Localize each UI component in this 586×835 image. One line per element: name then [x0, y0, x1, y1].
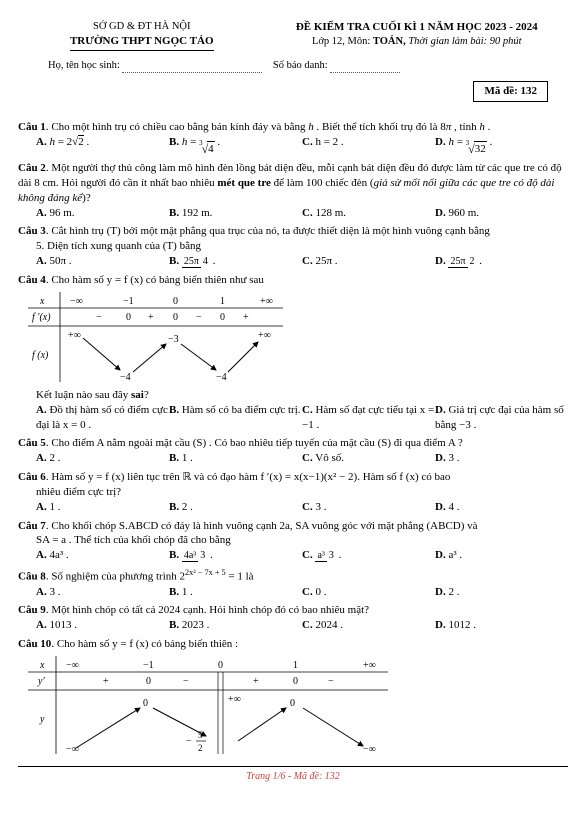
- svg-text:5: 5: [198, 730, 203, 740]
- question-1: Câu 1. Cho một hình trụ có chiều cao bằn…: [18, 120, 568, 157]
- variation-svg-2: x −∞ −1 0 1 +∞ y′ + 0 − + 0 − y 0 0 +∞ −…: [28, 656, 398, 756]
- svg-text:y: y: [39, 714, 45, 725]
- q3-sub: 5. Diện tích xung quanh của (T) bằng: [18, 239, 568, 254]
- question-5: Câu 5. Cho điểm A nằm ngoài mặt cầu (S) …: [18, 436, 568, 466]
- svg-text:−: −: [96, 312, 102, 323]
- student-line: Họ, tên học sinh: Số báo danh:: [18, 59, 568, 73]
- svg-text:−∞: −∞: [66, 660, 79, 671]
- header-left: SỞ GD & ĐT HÀ NỘI TRƯỜNG THPT NGỌC TẢO: [18, 20, 266, 51]
- svg-text:−: −: [328, 676, 334, 687]
- svg-text:0: 0: [173, 312, 178, 323]
- svg-text:f (x): f (x): [32, 350, 49, 361]
- question-2: Câu 2. Một người thợ thủ công làm mô hìn…: [18, 161, 568, 220]
- code-row: Mã đề: 132: [18, 81, 568, 102]
- q4-choices-row1: A. Đồ thị hàm số có điểm cực đại là x = …: [18, 403, 568, 433]
- svg-text:y′: y′: [37, 676, 45, 687]
- svg-text:+∞: +∞: [363, 660, 376, 671]
- document-header: SỞ GD & ĐT HÀ NỘI TRƯỜNG THPT NGỌC TẢO Đ…: [18, 20, 568, 51]
- svg-text:0: 0: [290, 698, 295, 709]
- svg-text:−∞: −∞: [66, 744, 79, 755]
- q2-choices: A. 96 m. B. 192 m. C. 128 m. D. 960 m.: [18, 206, 568, 221]
- question-7: Câu 7. Cho khối chóp S.ABCD có đáy là hì…: [18, 519, 568, 564]
- q8-choices: A. 3 . B. 1 . C. 0 . D. 2 .: [18, 585, 568, 600]
- q9-choices: A. 1013 . B. 2023 . C. 2024 . D. 1012 .: [18, 618, 568, 633]
- dept: SỞ GD & ĐT HÀ NỘI: [18, 20, 266, 34]
- q6-choices: A. 1 . B. 2 . C. 3 . D. 4 .: [18, 500, 568, 515]
- q10-variation-table: x −∞ −1 0 1 +∞ y′ + 0 − + 0 − y 0 0 +∞ −…: [28, 656, 568, 756]
- svg-text:0: 0: [220, 312, 225, 323]
- school: TRƯỜNG THPT NGỌC TẢO: [70, 34, 214, 51]
- svg-text:−: −: [183, 676, 189, 687]
- exam-code: Mã đề: 132: [473, 81, 548, 102]
- svg-text:0: 0: [173, 296, 178, 307]
- svg-text:−1: −1: [123, 296, 134, 307]
- svg-text:x: x: [39, 660, 45, 671]
- q4-variation-table: x −∞ −1 0 1 +∞ f ′(x) − 0 + 0 − 0 + f (x…: [28, 292, 568, 384]
- q1-choices: A. h = 2√2 . B. h = 3√4 . C. h = 2 . D. …: [18, 135, 568, 157]
- svg-text:−∞: −∞: [363, 744, 376, 755]
- svg-text:1: 1: [293, 660, 298, 671]
- svg-text:0: 0: [126, 312, 131, 323]
- question-9: Câu 9. Một hình chóp có tất cả 2024 cạnh…: [18, 603, 568, 633]
- svg-text:0: 0: [293, 676, 298, 687]
- name-field: [122, 63, 262, 73]
- svg-text:−3: −3: [168, 334, 179, 345]
- svg-text:+: +: [103, 676, 109, 687]
- page-footer: Trang 1/6 - Mã đề: 132: [18, 766, 568, 784]
- q3-choices: A. 50π . B. 25π4 . C. 25π . D. 25π2 .: [18, 254, 568, 269]
- question-3: Câu 3. Cắt hình trụ (T) bởi một mặt phẳn…: [18, 224, 568, 269]
- header-right: ĐỀ KIỂM TRA CUỐI KÌ 1 NĂM HỌC 2023 - 202…: [266, 20, 569, 51]
- svg-text:+∞: +∞: [228, 694, 241, 705]
- svg-text:0: 0: [143, 698, 148, 709]
- question-10: Câu 10. Cho hàm số y = f (x) có bảng biế…: [18, 637, 568, 756]
- variation-svg-1: x −∞ −1 0 1 +∞ f ′(x) − 0 + 0 − 0 + f (x…: [28, 292, 298, 384]
- svg-text:−: −: [186, 736, 192, 747]
- svg-text:+: +: [148, 312, 154, 323]
- q7-choices: A. 4a³ . B. 4a³3 . C. a³3 . D. a³ .: [18, 548, 568, 563]
- svg-text:+: +: [243, 312, 249, 323]
- svg-text:−∞: −∞: [70, 296, 83, 307]
- svg-text:x: x: [39, 296, 45, 307]
- svg-text:+∞: +∞: [68, 330, 81, 341]
- svg-text:−: −: [196, 312, 202, 323]
- question-8: Câu 8. Số nghiệm của phương trình 22x² −…: [18, 567, 568, 599]
- svg-text:1: 1: [220, 296, 225, 307]
- q4-prompt: Kết luận nào sau đây sai?: [18, 388, 568, 403]
- sbd-field: [330, 63, 400, 73]
- svg-text:−4: −4: [216, 372, 227, 383]
- svg-text:0: 0: [218, 660, 223, 671]
- svg-text:+: +: [253, 676, 259, 687]
- exam-title: ĐỀ KIỂM TRA CUỐI KÌ 1 NĂM HỌC 2023 - 202…: [266, 20, 569, 35]
- svg-text:−4: −4: [120, 372, 131, 383]
- question-6: Câu 6. Hàm số y = f (x) liên tục trên ℝ …: [18, 470, 568, 515]
- svg-text:+∞: +∞: [260, 296, 273, 307]
- svg-text:+∞: +∞: [258, 330, 271, 341]
- svg-text:0: 0: [146, 676, 151, 687]
- class-line: Lớp 12, Môn: TOÁN, Thời gian làm bài: 90…: [266, 35, 569, 49]
- svg-text:f ′(x): f ′(x): [32, 312, 51, 323]
- svg-text:−1: −1: [143, 660, 154, 671]
- question-4: Câu 4. Cho hàm số y = f (x) có bảng biến…: [18, 273, 568, 432]
- svg-text:2: 2: [198, 743, 203, 753]
- q5-choices: A. 2 . B. 1 . C. Vô số. D. 3 .: [18, 451, 568, 466]
